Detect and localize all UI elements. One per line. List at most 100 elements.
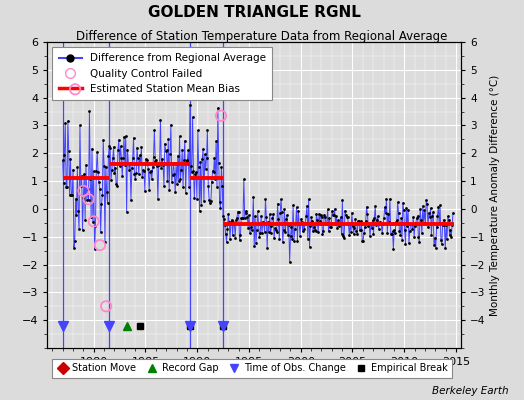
Point (130, 170, 139, 177)
Point (288, 236, 297, 242)
Point (423, 200, 431, 207)
Point (274, 216, 282, 223)
Point (314, 229, 322, 236)
Point (291, 226, 299, 232)
Point (156, 160, 164, 166)
Point (335, 222, 343, 229)
Point (355, 227, 364, 233)
Point (168, 172, 177, 178)
Point (335, 220, 344, 226)
Point (371, 203, 379, 210)
Point (352, 228, 361, 234)
Point (365, 221, 374, 228)
Point (115, 162, 124, 169)
Point (89, 219, 97, 226)
Point (265, 229, 273, 235)
Point (148, 176, 156, 182)
Point (449, 210, 457, 216)
Point (90, 168, 98, 174)
Point (199, 146, 207, 152)
Point (254, 220, 263, 227)
Point (139, 167, 147, 174)
Point (385, 219, 393, 225)
Point (68, 192, 77, 198)
Point (163, 178, 171, 184)
Point (301, 220, 309, 226)
Point (192, 169, 200, 175)
Point (217, 112, 225, 119)
Point (201, 151, 209, 158)
Point (158, 156, 167, 162)
Point (107, 167, 116, 173)
Legend: Station Move, Record Gap, Time of Obs. Change, Empirical Break: Station Move, Record Gap, Time of Obs. C… (52, 359, 452, 378)
Point (140, 188, 149, 194)
Point (292, 204, 301, 210)
Point (290, 238, 298, 244)
Point (126, 160, 134, 166)
Point (200, 198, 208, 204)
Point (77, 183, 85, 190)
Point (129, 134, 138, 141)
Point (102, 303, 111, 310)
Point (367, 221, 375, 228)
Point (372, 222, 380, 229)
Point (413, 213, 422, 219)
Point (96, 242, 104, 248)
Point (197, 202, 205, 209)
Point (312, 211, 321, 218)
Point (410, 234, 418, 240)
Point (369, 231, 378, 237)
Point (300, 226, 309, 232)
Point (330, 212, 338, 218)
Point (201, 166, 210, 172)
Point (111, 164, 119, 171)
Point (318, 214, 326, 220)
Point (313, 217, 322, 223)
Point (322, 221, 330, 228)
Point (74, 208, 82, 214)
Point (267, 222, 276, 229)
Point (401, 241, 410, 248)
Point (102, 163, 110, 170)
Point (367, 224, 376, 231)
Point (227, 219, 235, 225)
Point (287, 224, 296, 230)
Point (224, 211, 233, 218)
Point (447, 233, 455, 240)
Title: GOLDEN TRIANGLE RGNL: GOLDEN TRIANGLE RGNL (148, 5, 361, 20)
Point (259, 218, 267, 225)
Point (391, 230, 399, 236)
Point (398, 236, 406, 243)
Point (348, 210, 356, 216)
Point (433, 213, 442, 219)
Point (394, 199, 402, 206)
Point (248, 220, 257, 226)
Point (91, 246, 99, 252)
Point (283, 232, 292, 238)
Point (388, 228, 397, 234)
Point (379, 221, 387, 227)
Point (213, 184, 221, 190)
Point (243, 213, 252, 220)
Point (83, 197, 91, 203)
Point (112, 181, 121, 188)
Point (227, 216, 236, 223)
Point (160, 182, 168, 189)
Point (189, 167, 198, 174)
Point (196, 159, 205, 166)
Point (362, 217, 370, 224)
Point (377, 220, 386, 226)
Point (206, 198, 215, 204)
Point (310, 224, 318, 230)
Text: Berkeley Earth: Berkeley Earth (432, 386, 508, 396)
Point (439, 222, 447, 228)
Point (233, 214, 241, 221)
Point (321, 214, 329, 220)
Point (176, 175, 184, 182)
Point (70, 244, 78, 251)
Point (146, 169, 154, 175)
Point (115, 137, 123, 143)
Point (255, 234, 264, 240)
Point (222, 231, 230, 237)
Point (187, 163, 195, 169)
